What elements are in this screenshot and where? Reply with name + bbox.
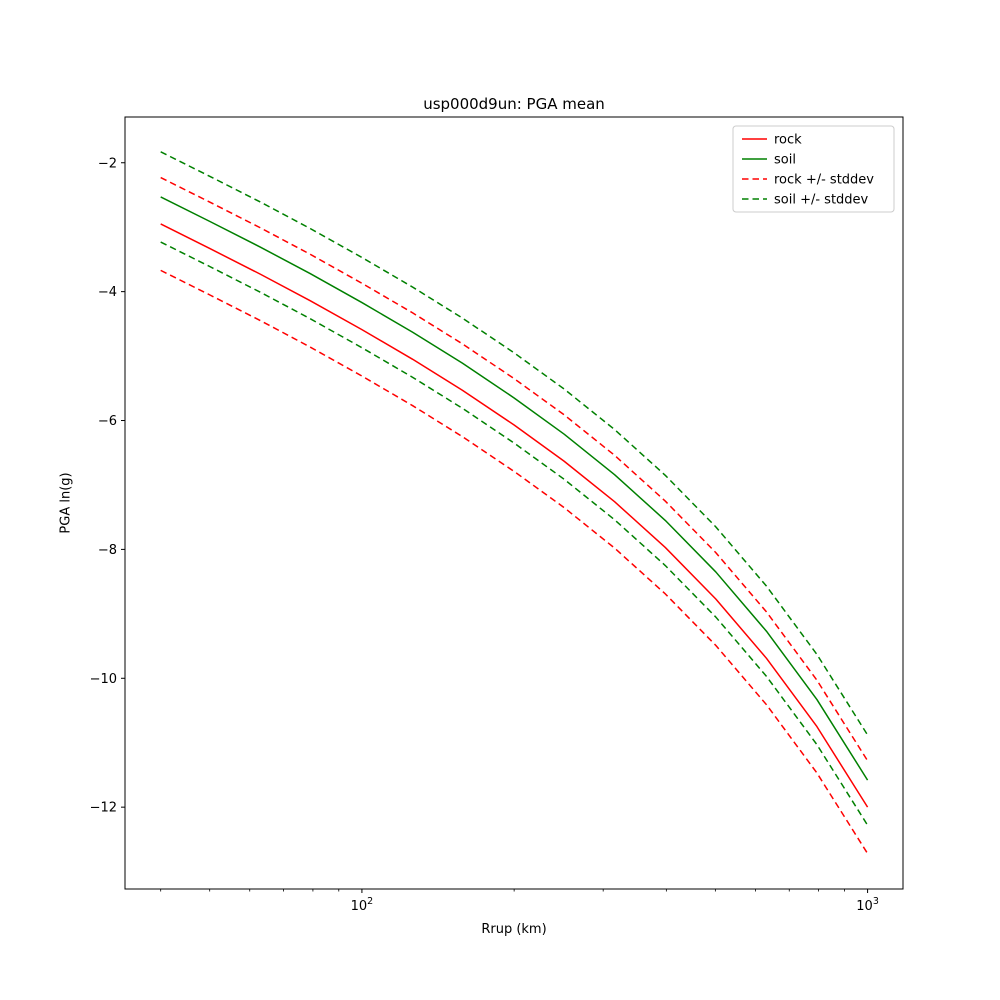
x-axis-label: Rrup (km)	[481, 922, 547, 937]
chart-title: usp000d9un: PGA mean	[423, 95, 605, 113]
y-tick-label: −10	[90, 672, 117, 687]
series-soil	[160, 196, 869, 781]
series-rock	[160, 223, 869, 808]
legend-label: rock +/- stddev	[774, 173, 874, 188]
series-rock-stddev	[160, 176, 869, 762]
series-soil-stddev	[160, 151, 869, 736]
y-tick-label: −12	[90, 801, 117, 816]
y-tick-label: −4	[98, 285, 117, 300]
legend-label: soil +/- stddev	[774, 193, 869, 208]
x-tick-label: 103	[856, 896, 879, 914]
y-tick-label: −8	[98, 543, 117, 558]
y-tick-label: −2	[98, 156, 117, 171]
y-axis-label: PGA ln(g)	[58, 472, 74, 534]
series-rock-stddev	[160, 269, 869, 854]
legend-box	[732, 125, 895, 213]
axes-frame	[124, 116, 904, 890]
series-soil-stddev	[160, 241, 869, 826]
y-tick-label: −6	[98, 414, 117, 429]
legend-label: rock	[774, 133, 802, 148]
legend-label: soil	[774, 153, 796, 168]
x-tick-label: 102	[351, 896, 374, 914]
